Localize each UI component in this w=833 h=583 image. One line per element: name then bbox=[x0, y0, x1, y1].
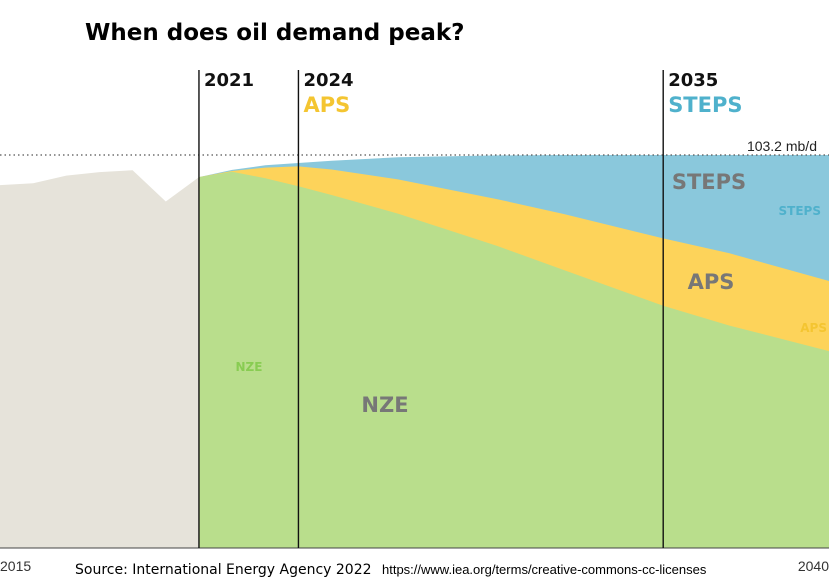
aps-edge-label: APS bbox=[800, 321, 827, 335]
marker-year-2035: 2035 bbox=[668, 70, 718, 91]
marker-scenario-2024: APS bbox=[303, 93, 350, 117]
area-labels: STEPS STEPS APS APS NZE NZE bbox=[236, 170, 827, 417]
history-area bbox=[0, 170, 199, 548]
nze-small-label: NZE bbox=[236, 360, 263, 374]
steps-area-label: STEPS bbox=[672, 170, 746, 194]
marker-year-2021: 2021 bbox=[204, 70, 254, 91]
x-tick-label: 2015 bbox=[0, 558, 31, 574]
marker-scenario-2035: STEPS bbox=[668, 93, 742, 117]
aps-area-label: APS bbox=[688, 270, 735, 294]
chart-title: When does oil demand peak? bbox=[85, 20, 464, 46]
x-tick-label: 2040 bbox=[798, 558, 829, 574]
steps-edge-label: STEPS bbox=[779, 204, 821, 218]
chart-areas bbox=[0, 155, 829, 549]
source-credit: Source: International Energy Agency 2022 bbox=[75, 562, 372, 578]
series-area-nze bbox=[199, 171, 829, 549]
marker-year-2024: 2024 bbox=[303, 70, 353, 91]
source-url: https://www.iea.org/terms/creative-commo… bbox=[382, 562, 707, 577]
peak-value-label: 103.2 mb/d bbox=[747, 138, 817, 154]
peak-line-group: 103.2 mb/d bbox=[0, 138, 829, 156]
nze-area-label: NZE bbox=[361, 393, 408, 417]
